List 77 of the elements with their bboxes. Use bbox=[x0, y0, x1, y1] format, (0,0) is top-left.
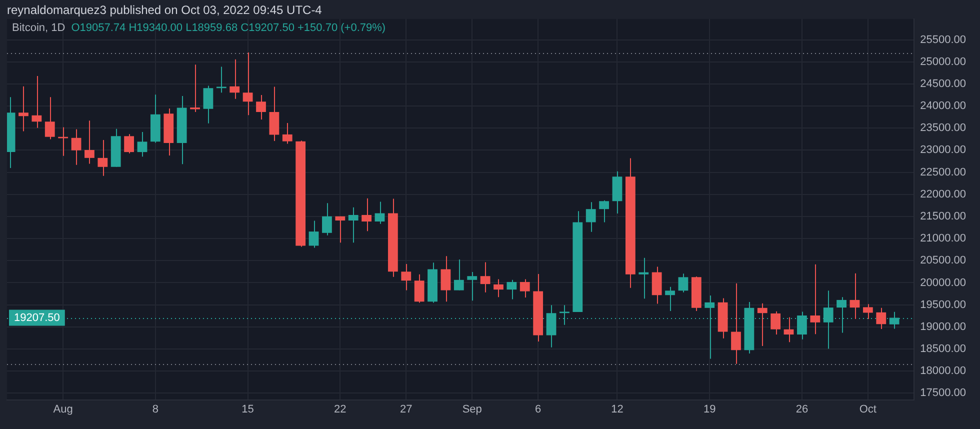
candlestick bbox=[18, 86, 28, 132]
candlestick bbox=[282, 122, 292, 144]
y-tick-label: 20500.00 bbox=[920, 254, 966, 267]
candlestick bbox=[467, 271, 478, 302]
x-tick-label: 12 bbox=[611, 403, 624, 416]
candlestick bbox=[216, 66, 226, 94]
candlestick bbox=[586, 202, 596, 232]
y-tick-label: 24500.00 bbox=[920, 78, 966, 90]
ref-line-label: 19207.50 bbox=[14, 312, 60, 324]
y-tick-label: 23500.00 bbox=[920, 122, 966, 134]
candlestick bbox=[440, 256, 451, 302]
candlestick bbox=[810, 264, 820, 335]
y-tick-label: 22000.00 bbox=[920, 188, 966, 200]
candlestick bbox=[203, 85, 214, 124]
candlestick bbox=[374, 201, 385, 224]
candlestick bbox=[506, 279, 517, 300]
x-tick-label: Sep bbox=[462, 403, 482, 416]
candlestick bbox=[124, 134, 134, 154]
candlestick bbox=[401, 264, 412, 291]
x-tick-label: 15 bbox=[242, 403, 254, 416]
candlestick bbox=[308, 220, 319, 248]
candlestick bbox=[546, 304, 556, 348]
candlestick bbox=[876, 307, 886, 330]
y-tick-label: 17500.00 bbox=[920, 387, 966, 400]
annotation: O19057.74 H19340.00 L18959.68 C19207.50 +150.70 (+0.79%) bbox=[71, 22, 386, 34]
candlestick bbox=[678, 273, 688, 293]
candlestick bbox=[98, 139, 108, 176]
candlestick bbox=[520, 278, 530, 298]
x-tick-label: 26 bbox=[796, 403, 808, 416]
candlestick bbox=[414, 274, 424, 304]
y-tick-label: 18500.00 bbox=[920, 343, 966, 356]
chart-title: Bitcoin, 1D bbox=[12, 22, 66, 34]
y-tick-label: 25000.00 bbox=[920, 56, 966, 68]
candlestick bbox=[757, 302, 768, 346]
x-tick-label: Oct bbox=[859, 403, 876, 416]
x-tick-label: Aug bbox=[53, 403, 73, 416]
x-tick-label: 22 bbox=[334, 403, 346, 416]
candlestick bbox=[348, 206, 358, 244]
candlestick bbox=[335, 216, 346, 244]
y-tick-label: 19000.00 bbox=[920, 320, 966, 333]
x-tick-label: 8 bbox=[152, 403, 158, 416]
y-tick-label: 20000.00 bbox=[920, 276, 966, 289]
y-tick-label: 22500.00 bbox=[920, 166, 966, 178]
candlestick bbox=[494, 278, 504, 298]
candlestick bbox=[44, 96, 55, 140]
candlestick bbox=[322, 202, 332, 236]
text: reynaldomarquez3 published on Oct 03, 2022 09:45 UTC-4 bbox=[7, 3, 322, 17]
candlestick bbox=[362, 198, 372, 232]
y-tick-label: 23000.00 bbox=[920, 144, 966, 156]
y-tick-label: 19500.00 bbox=[920, 298, 966, 311]
candlestick bbox=[850, 272, 860, 320]
candlestick bbox=[269, 86, 280, 142]
x-tick-label: 19 bbox=[703, 403, 716, 416]
x-tick-label: 6 bbox=[535, 403, 542, 416]
y-tick-label: 21500.00 bbox=[920, 210, 966, 222]
candlestick bbox=[784, 316, 794, 343]
candlestick bbox=[84, 120, 94, 164]
candlestick bbox=[480, 262, 490, 293]
candlestick bbox=[256, 94, 266, 120]
y-tick-label: 18000.00 bbox=[920, 365, 966, 378]
candlestick bbox=[242, 52, 253, 116]
candlestick bbox=[137, 132, 148, 158]
candlestick bbox=[862, 304, 873, 320]
candlestick bbox=[665, 286, 675, 312]
candlestick bbox=[71, 128, 82, 166]
candlestick bbox=[32, 76, 42, 128]
candlestick bbox=[652, 266, 662, 304]
candlestick bbox=[599, 200, 609, 223]
candlestick bbox=[230, 58, 240, 100]
y-tick-label: 21000.00 bbox=[920, 232, 966, 245]
y-tick-label: 25500.00 bbox=[920, 34, 966, 46]
y-tick-label: 24000.00 bbox=[920, 100, 966, 112]
candlestick bbox=[638, 257, 649, 300]
candlestick bbox=[731, 282, 741, 364]
x-tick-label: 27 bbox=[400, 403, 412, 416]
candlestick bbox=[454, 259, 464, 291]
candlestick bbox=[770, 310, 781, 336]
